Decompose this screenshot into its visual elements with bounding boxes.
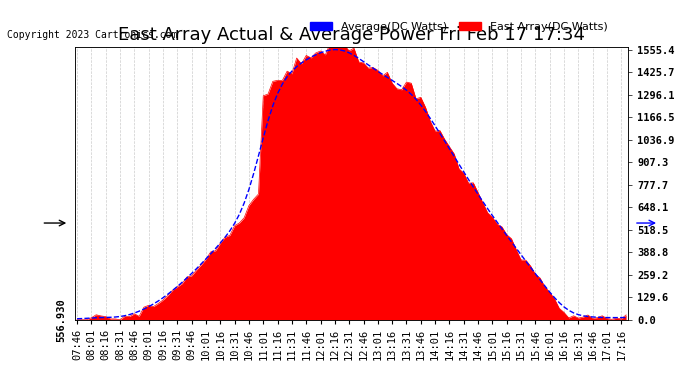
- Title: East Array Actual & Average Power Fri Feb 17 17:34: East Array Actual & Average Power Fri Fe…: [118, 26, 585, 44]
- Text: 556.930: 556.930: [56, 298, 66, 342]
- Text: Copyright 2023 Cartronics.com: Copyright 2023 Cartronics.com: [7, 30, 177, 40]
- Legend: Average(DC Watts), East Array(DC Watts): Average(DC Watts), East Array(DC Watts): [306, 17, 612, 36]
